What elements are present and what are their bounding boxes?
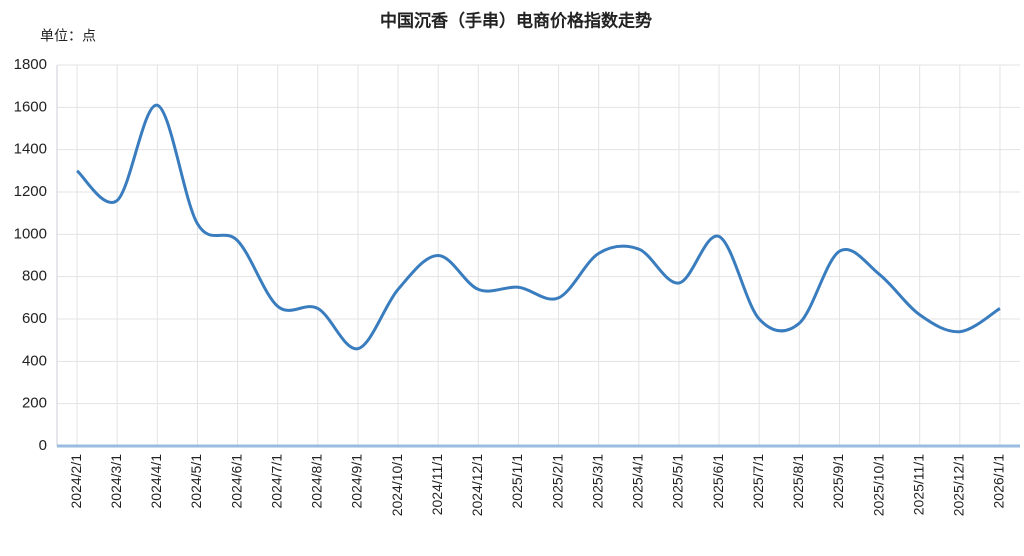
y-tick-label: 800 xyxy=(22,268,47,285)
y-tick-label: 1000 xyxy=(14,225,47,242)
x-tick-label: 2024/9/1 xyxy=(349,454,365,509)
x-tick-label: 2024/5/1 xyxy=(188,454,204,509)
x-tick-label: 2025/12/1 xyxy=(951,454,967,516)
x-tick-label: 2026/1/1 xyxy=(991,454,1007,509)
x-tick-label: 2024/3/1 xyxy=(108,454,124,509)
chart-title: 中国沉香（手串）电商价格指数走势 xyxy=(380,10,652,30)
x-tick-label: 2025/7/1 xyxy=(750,454,766,509)
x-tick-label: 2025/3/1 xyxy=(589,454,605,509)
x-tick-label: 2024/2/1 xyxy=(68,454,84,509)
y-tick-label: 1400 xyxy=(14,141,47,158)
x-tick-label: 2025/9/1 xyxy=(830,454,846,509)
x-tick-label: 2024/12/1 xyxy=(469,454,485,516)
data-line xyxy=(76,103,1001,351)
x-tick-label: 2025/2/1 xyxy=(549,454,565,509)
x-tick-label: 2025/6/1 xyxy=(710,454,726,509)
y-tick-label: 1800 xyxy=(14,56,47,73)
x-tick-label: 2024/4/1 xyxy=(148,454,164,509)
unit-label: 单位：点 xyxy=(40,28,96,44)
x-tick-label: 2024/8/1 xyxy=(309,454,325,509)
x-tick-label: 2024/6/1 xyxy=(228,454,244,509)
x-tick-label: 2025/5/1 xyxy=(670,454,686,509)
x-tick-label: 2025/4/1 xyxy=(630,454,646,509)
x-tick-label: 2024/7/1 xyxy=(268,454,284,509)
y-tick-label: 200 xyxy=(22,395,47,412)
x-tick-label: 2025/11/1 xyxy=(910,454,926,515)
y-tick-label: 1200 xyxy=(14,183,47,200)
x-tick-label: 2024/10/1 xyxy=(389,454,405,516)
y-tick-label: 1600 xyxy=(14,98,47,115)
y-tick-label: 0 xyxy=(39,437,47,454)
x-tick-label: 2025/1/1 xyxy=(509,454,525,509)
x-tick-label: 2025/8/1 xyxy=(790,454,806,509)
y-tick-label: 400 xyxy=(22,352,47,369)
x-tick-label: 2025/10/1 xyxy=(870,454,886,516)
x-tick-label: 2024/11/1 xyxy=(429,454,445,515)
y-tick-label: 600 xyxy=(22,310,47,327)
